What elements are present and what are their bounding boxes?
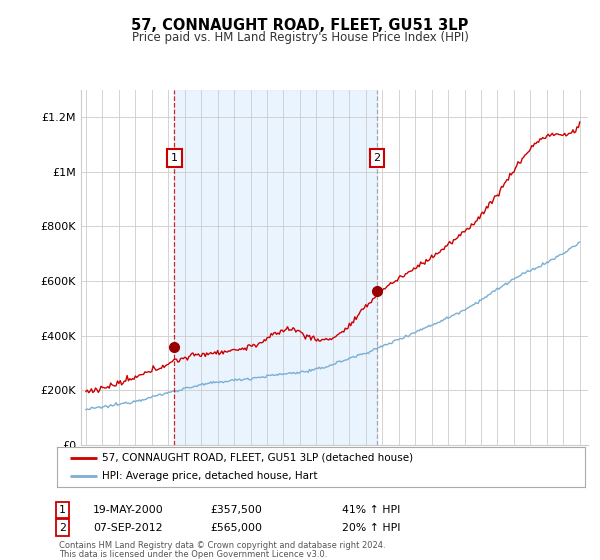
Text: HPI: Average price, detached house, Hart: HPI: Average price, detached house, Hart [102, 472, 317, 481]
Text: £565,000: £565,000 [210, 522, 262, 533]
Text: 1: 1 [59, 505, 65, 515]
Text: 07-SEP-2012: 07-SEP-2012 [93, 522, 163, 533]
Text: 1: 1 [171, 153, 178, 163]
Text: 2: 2 [373, 153, 380, 163]
Text: 41% ↑ HPI: 41% ↑ HPI [342, 505, 400, 515]
Text: 57, CONNAUGHT ROAD, FLEET, GU51 3LP: 57, CONNAUGHT ROAD, FLEET, GU51 3LP [131, 18, 469, 33]
Text: This data is licensed under the Open Government Licence v3.0.: This data is licensed under the Open Gov… [59, 550, 327, 559]
Text: 2: 2 [59, 522, 65, 533]
Bar [175, 90, 377, 445]
Text: Contains HM Land Registry data © Crown copyright and database right 2024.: Contains HM Land Registry data © Crown c… [59, 542, 385, 550]
Text: Price paid vs. HM Land Registry's House Price Index (HPI): Price paid vs. HM Land Registry's House … [131, 31, 469, 44]
Text: 20% ↑ HPI: 20% ↑ HPI [342, 522, 401, 533]
Text: £357,500: £357,500 [210, 505, 262, 515]
Text: 19-MAY-2000: 19-MAY-2000 [93, 505, 164, 515]
Text: 57, CONNAUGHT ROAD, FLEET, GU51 3LP (detached house): 57, CONNAUGHT ROAD, FLEET, GU51 3LP (det… [102, 453, 413, 463]
